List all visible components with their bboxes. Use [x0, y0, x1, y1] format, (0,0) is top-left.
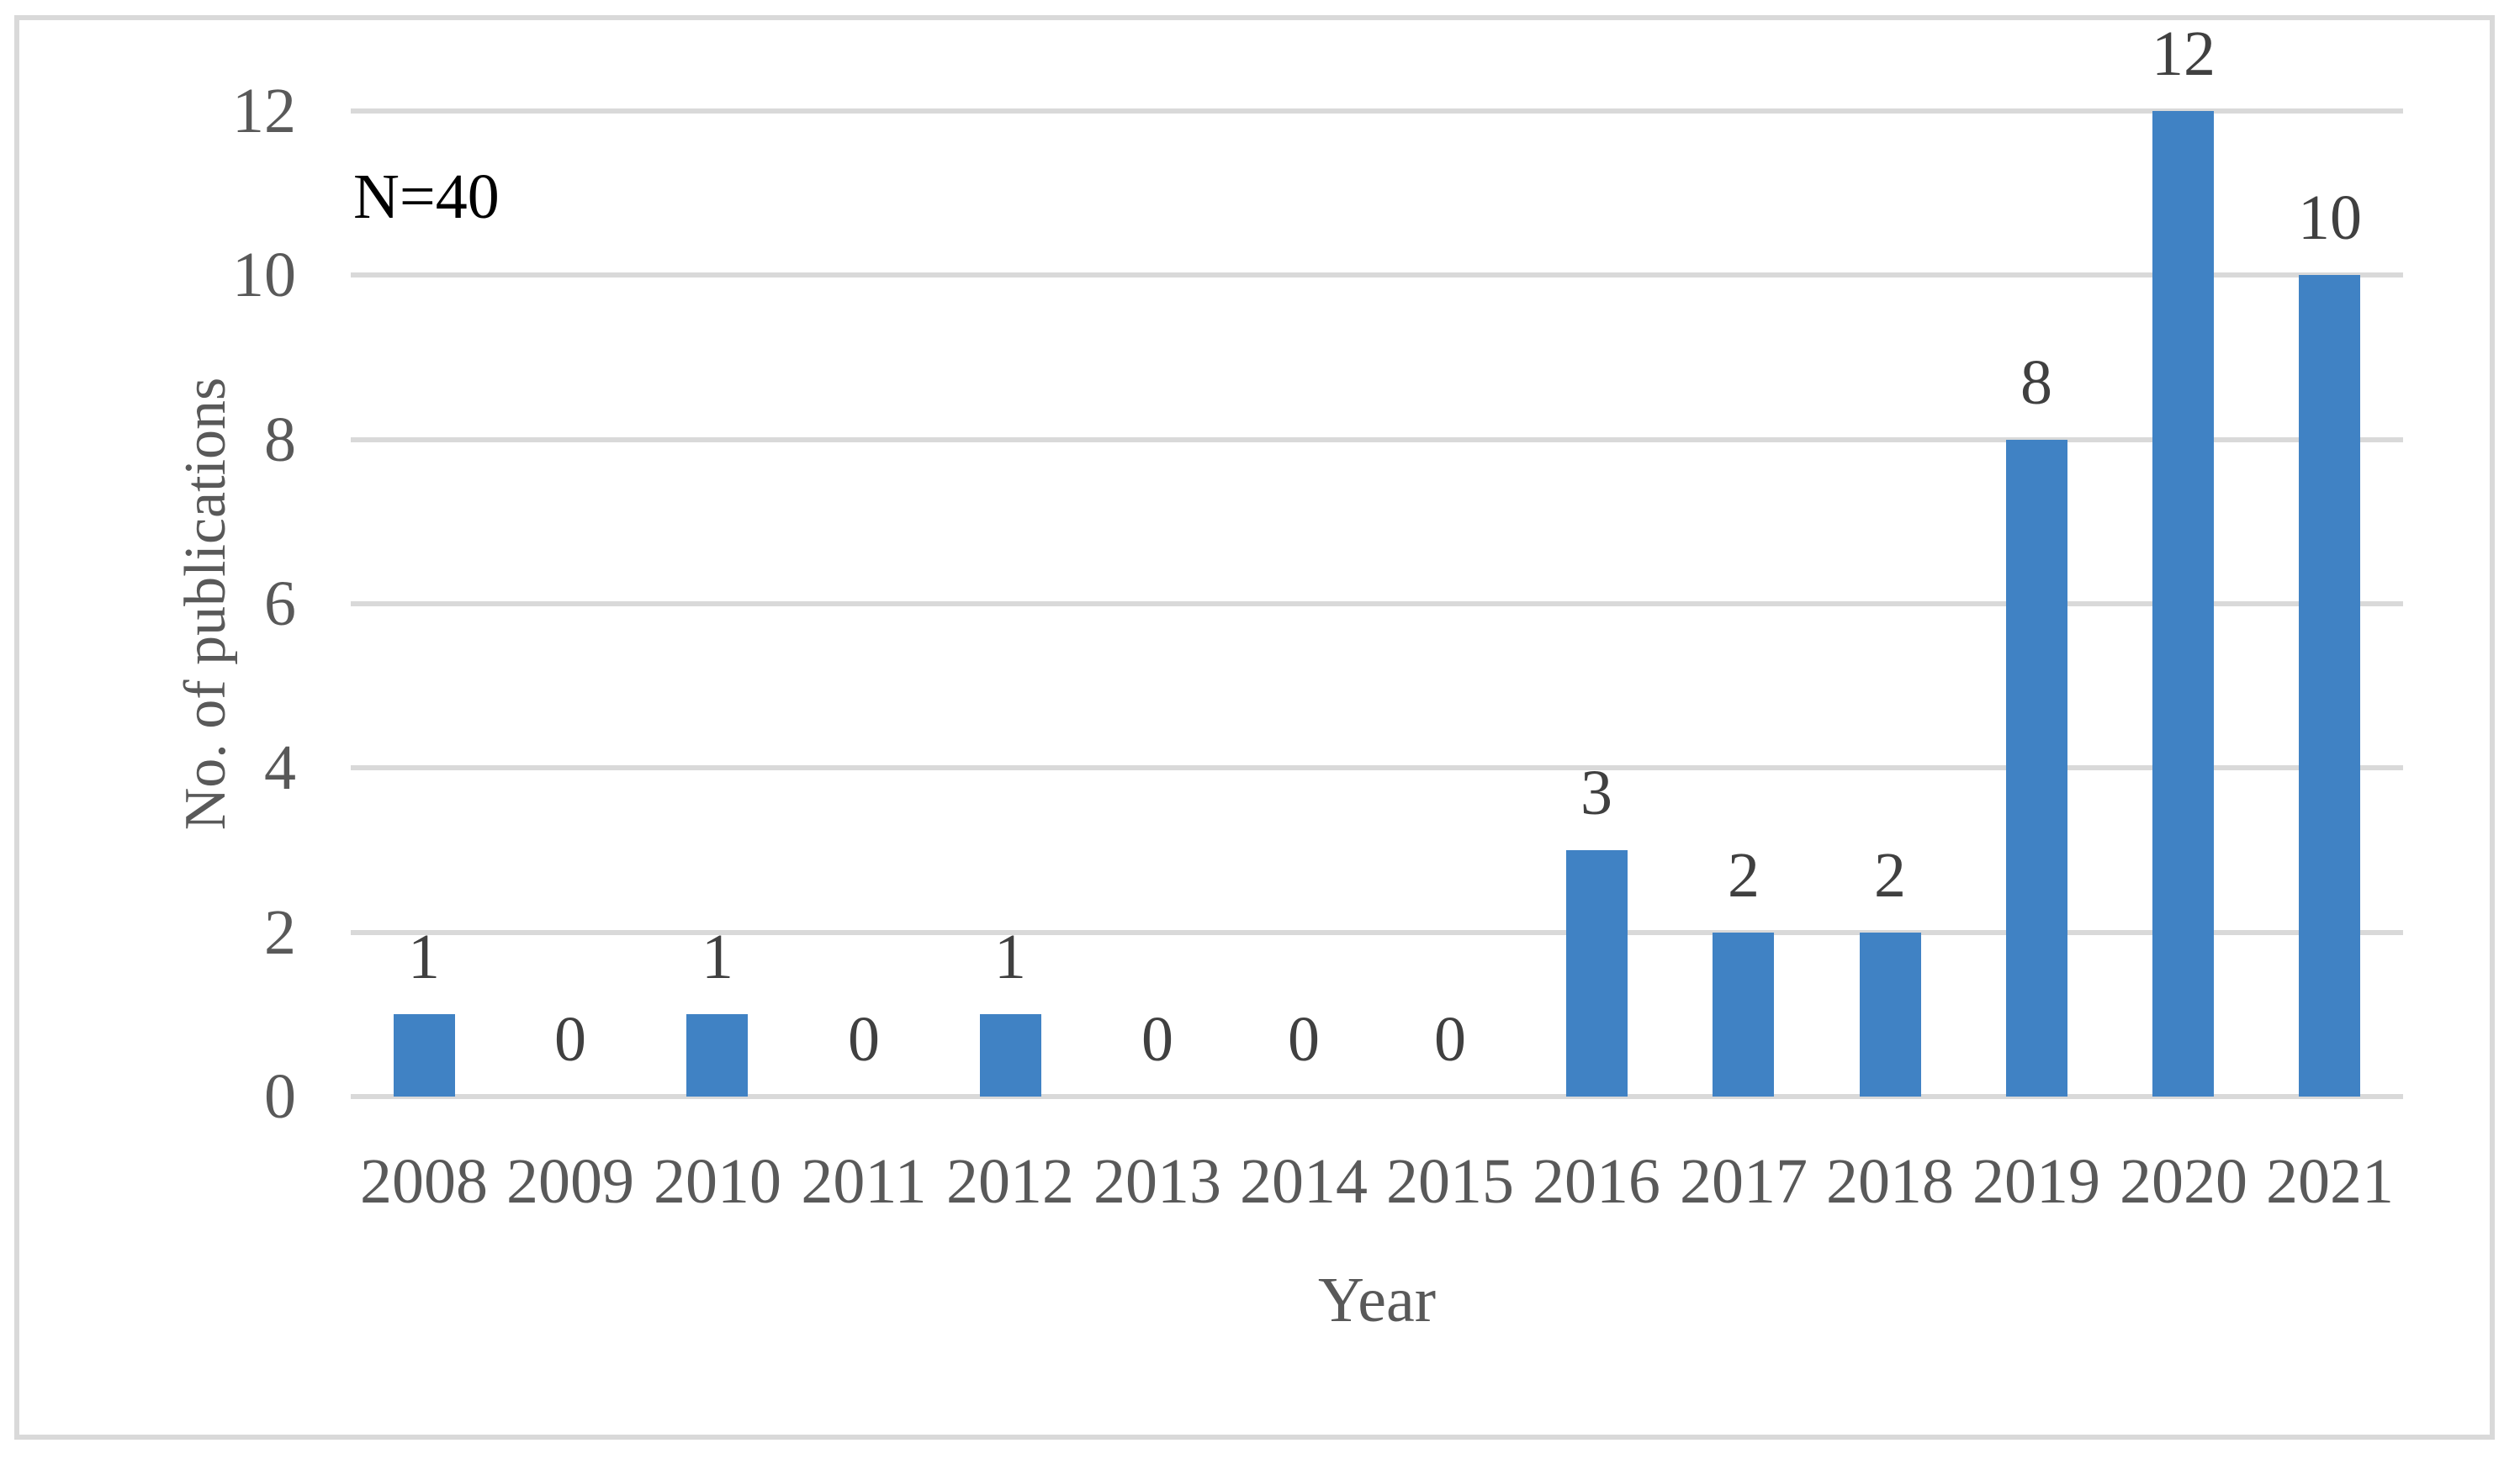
x-axis-title: Year: [1317, 1265, 1437, 1335]
bar-2008: [394, 1014, 455, 1097]
bar-2010: [686, 1014, 748, 1097]
bar-value-label-2008: 1: [408, 922, 440, 992]
bar-value-label-2019: 8: [2020, 347, 2052, 418]
bar-2021: [2299, 275, 2360, 1097]
x-tick-label-2020: 2020: [2120, 1146, 2247, 1217]
x-tick-label-2019: 2019: [1972, 1146, 2100, 1217]
y-tick-label-2: 2: [264, 897, 296, 968]
x-tick-label-2009: 2009: [506, 1146, 634, 1217]
x-tick-label-2011: 2011: [801, 1146, 927, 1217]
y-tick-label-6: 6: [264, 568, 296, 639]
bar-value-label-2017: 2: [1728, 840, 1760, 911]
sample-size-annotation: N=40: [353, 161, 500, 232]
bar-value-label-2014: 0: [1288, 1004, 1320, 1075]
y-tick-label-8: 8: [264, 404, 296, 475]
bar-value-label-2013: 0: [1141, 1004, 1173, 1075]
bar-2012: [980, 1014, 1041, 1097]
gridline-y-10: [351, 272, 2403, 278]
x-tick-label-2018: 2018: [1826, 1146, 1954, 1217]
gridline-y-6: [351, 601, 2403, 606]
x-tick-label-2010: 2010: [654, 1146, 781, 1217]
bar-value-label-2010: 1: [701, 922, 733, 992]
y-tick-label-10: 10: [232, 240, 296, 310]
y-tick-label-0: 0: [264, 1061, 296, 1132]
bar-value-label-2021: 10: [2298, 182, 2362, 253]
gridline-y-8: [351, 437, 2403, 442]
x-tick-label-2021: 2021: [2266, 1146, 2394, 1217]
y-tick-label-12: 12: [232, 76, 296, 146]
bar-value-label-2009: 0: [554, 1004, 586, 1075]
x-tick-label-2016: 2016: [1533, 1146, 1660, 1217]
gridline-y-0: [351, 1094, 2403, 1099]
bar-2017: [1713, 933, 1774, 1097]
x-tick-label-2012: 2012: [946, 1146, 1074, 1217]
x-tick-label-2015: 2015: [1386, 1146, 1514, 1217]
bar-2018: [1860, 933, 1921, 1097]
x-tick-label-2008: 2008: [360, 1146, 488, 1217]
bar-2020: [2152, 111, 2214, 1097]
gridline-y-4: [351, 765, 2403, 770]
x-tick-label-2014: 2014: [1240, 1146, 1368, 1217]
y-tick-label-4: 4: [264, 732, 296, 803]
bar-value-label-2020: 12: [2152, 19, 2216, 89]
x-tick-label-2013: 2013: [1093, 1146, 1221, 1217]
chart-outer-border: [14, 15, 2495, 1440]
bar-2016: [1566, 850, 1628, 1097]
bar-value-label-2012: 1: [994, 922, 1026, 992]
bar-value-label-2015: 0: [1434, 1004, 1466, 1075]
bar-2019: [2006, 440, 2067, 1097]
x-tick-label-2017: 2017: [1680, 1146, 1808, 1217]
gridline-y-2: [351, 930, 2403, 935]
bar-value-label-2018: 2: [1874, 840, 1906, 911]
y-axis-title: No. of publications: [173, 377, 238, 831]
bar-value-label-2016: 3: [1580, 758, 1612, 828]
gridline-y-12: [351, 108, 2403, 114]
bar-value-label-2011: 0: [848, 1004, 880, 1075]
